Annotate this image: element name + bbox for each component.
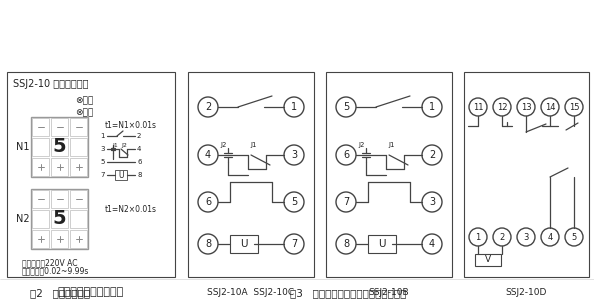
Text: 8: 8 <box>343 239 349 249</box>
Text: N1: N1 <box>16 142 30 152</box>
Text: 5: 5 <box>53 210 67 228</box>
Bar <box>51 118 68 136</box>
Text: 5: 5 <box>571 232 577 242</box>
Text: 7: 7 <box>100 172 105 178</box>
Text: 2: 2 <box>429 150 435 160</box>
Text: 1: 1 <box>100 133 105 139</box>
Bar <box>31 189 88 249</box>
Bar <box>115 170 127 180</box>
Text: 1: 1 <box>475 232 481 242</box>
Bar <box>32 210 49 228</box>
Text: 14: 14 <box>545 102 555 112</box>
Text: SSJ2-10D: SSJ2-10D <box>505 288 546 297</box>
Bar <box>326 72 452 277</box>
Text: N2: N2 <box>16 214 30 224</box>
Text: SSJ2-10 型时间继电器: SSJ2-10 型时间继电器 <box>13 79 89 89</box>
Bar <box>51 230 68 248</box>
Text: U: U <box>118 170 124 180</box>
Text: 6: 6 <box>343 150 349 160</box>
Bar <box>368 235 396 253</box>
Text: 8: 8 <box>205 239 211 249</box>
Bar <box>70 230 87 248</box>
Text: 6: 6 <box>205 197 211 207</box>
Text: J2: J2 <box>121 143 127 149</box>
Text: J2: J2 <box>358 142 364 148</box>
Text: J1: J1 <box>112 143 118 149</box>
Text: J1: J1 <box>250 142 257 148</box>
Text: 3: 3 <box>523 232 529 242</box>
Text: U: U <box>240 239 248 249</box>
Bar <box>32 158 49 176</box>
Bar <box>51 158 68 176</box>
Bar <box>230 235 258 253</box>
Bar <box>70 138 87 156</box>
Text: t1=N1×0.01s: t1=N1×0.01s <box>105 120 157 130</box>
Text: 额定电压：220V AC: 额定电压：220V AC <box>22 259 77 267</box>
Text: 7: 7 <box>291 239 297 249</box>
Text: ⊗电源: ⊗电源 <box>75 96 93 106</box>
Text: 13: 13 <box>521 102 531 112</box>
Bar <box>51 210 68 228</box>
Bar <box>32 118 49 136</box>
Bar <box>32 230 49 248</box>
Bar <box>51 138 68 156</box>
Text: 5: 5 <box>53 138 67 156</box>
Text: 4: 4 <box>548 232 552 242</box>
Bar <box>70 190 87 208</box>
Text: 3: 3 <box>429 197 435 207</box>
Text: 3: 3 <box>100 146 105 152</box>
Bar <box>70 158 87 176</box>
Bar <box>7 72 175 277</box>
Bar <box>32 138 49 156</box>
Text: 上海上继科技有限公司: 上海上继科技有限公司 <box>58 287 124 297</box>
Bar <box>70 210 87 228</box>
Text: 8: 8 <box>137 172 141 178</box>
Text: 1: 1 <box>291 102 297 112</box>
Text: 4: 4 <box>137 146 141 152</box>
Text: 延时范围：0.02~9.99s: 延时范围：0.02~9.99s <box>22 267 89 275</box>
Text: 11: 11 <box>473 102 484 112</box>
Text: 4: 4 <box>429 239 435 249</box>
Text: 15: 15 <box>568 102 579 112</box>
Bar <box>188 72 314 277</box>
Bar <box>32 190 49 208</box>
Text: J1: J1 <box>388 142 394 148</box>
Text: 2: 2 <box>137 133 141 139</box>
Text: 图3   继电器内部及端子接线图（背视）: 图3 继电器内部及端子接线图（背视） <box>290 288 406 298</box>
Text: 2: 2 <box>205 102 211 112</box>
Text: SSJ2-10B: SSJ2-10B <box>369 288 409 297</box>
Text: J2: J2 <box>220 142 226 148</box>
Text: 4: 4 <box>205 150 211 160</box>
Bar <box>70 118 87 136</box>
Text: 图2   继电器面板图: 图2 继电器面板图 <box>30 288 90 298</box>
Text: 5: 5 <box>100 159 105 165</box>
Bar <box>51 190 68 208</box>
Text: ⊗动作: ⊗动作 <box>75 109 93 117</box>
Text: SSJ2-10A  SSJ2-10C: SSJ2-10A SSJ2-10C <box>207 288 295 297</box>
Text: 6: 6 <box>137 159 141 165</box>
Text: 3: 3 <box>291 150 297 160</box>
Text: 5: 5 <box>291 197 297 207</box>
Text: 5: 5 <box>343 102 349 112</box>
Text: V: V <box>485 256 491 264</box>
Text: t1=N2×0.01s: t1=N2×0.01s <box>105 206 157 214</box>
Bar <box>475 254 501 266</box>
Bar <box>31 117 88 177</box>
Text: 12: 12 <box>497 102 507 112</box>
Bar <box>464 72 589 277</box>
Text: 7: 7 <box>343 197 349 207</box>
Text: 2: 2 <box>500 232 505 242</box>
Text: 1: 1 <box>429 102 435 112</box>
Text: U: U <box>378 239 386 249</box>
